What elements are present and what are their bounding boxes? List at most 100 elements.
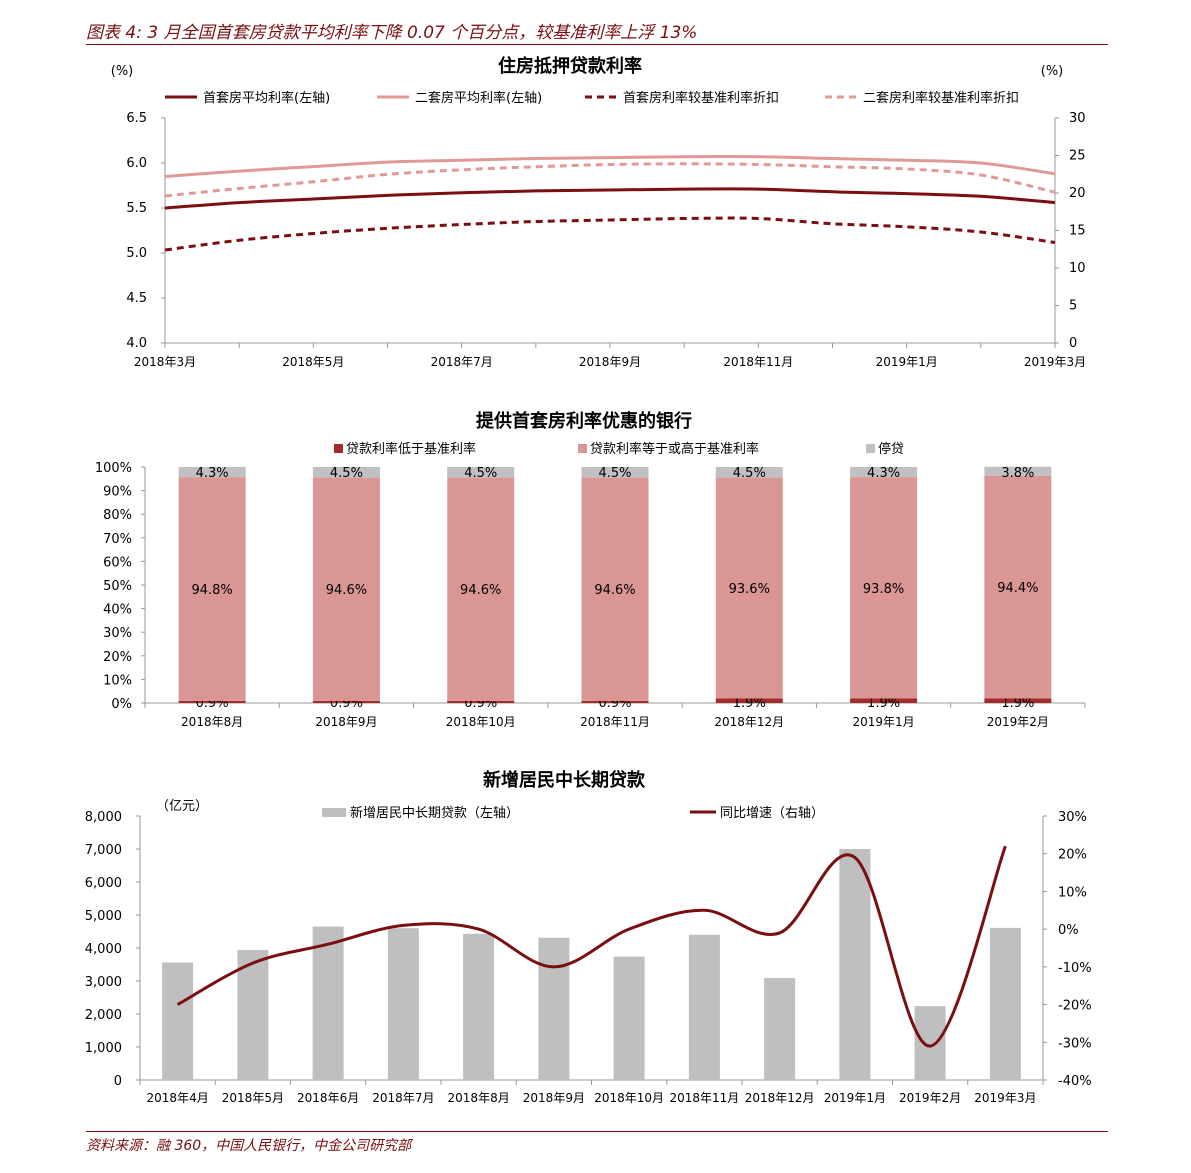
chart2-data-label: 94.6% <box>460 583 501 598</box>
chart1-x-tick-label: 2018年5月 <box>282 355 344 369</box>
chart2-legend-label: 停贷 <box>878 441 904 457</box>
chart2-data-label: 94.6% <box>594 583 635 598</box>
chart1-x-tick-label: 2018年7月 <box>431 355 493 369</box>
chart3-bar <box>237 949 269 1080</box>
chart2-bar-segment <box>850 698 918 703</box>
chart2-bar-segment <box>178 467 246 478</box>
chart2-bar-segment <box>984 466 1052 476</box>
chart3-legend-label-line: 同比增速（右轴） <box>720 806 824 821</box>
chart2-y-tick-label: 100% <box>95 461 132 476</box>
chart3-x-tick-label: 2018年8月 <box>448 1091 510 1105</box>
chart2-x-tick-label: 2019年2月 <box>987 715 1049 729</box>
chart2-legend-label: 贷款利率等于或高于基准利率 <box>590 441 759 457</box>
chart3-left-tick-label: 6,000 <box>85 876 122 891</box>
chart2-y-tick-label: 10% <box>103 673 132 688</box>
chart3-right-tick-label: -20% <box>1058 999 1092 1014</box>
chart2-legend-swatch <box>866 444 875 453</box>
chart2-x-tick-label: 2018年11月 <box>580 715 650 729</box>
chart2-bar-segment <box>581 700 649 703</box>
chart1-right-tick-label: 0 <box>1069 336 1077 351</box>
chart2-y-tick-label: 80% <box>103 508 132 523</box>
chart3-bar <box>162 962 194 1080</box>
chart3-x-tick-label: 2018年11月 <box>669 1091 739 1105</box>
mortgage-rate-chart: 住房抵押贷款利率 (%) (%) 首套房平均利率(左轴) 二套房平均利率(左轴) 首… <box>111 55 1086 369</box>
chart3-right-tick-label: -30% <box>1058 1036 1092 1051</box>
chart2-data-label: 4.3% <box>196 466 229 481</box>
chart2-data-label: 4.3% <box>867 466 900 481</box>
chart3-title: 新增居民中长期贷款 <box>483 769 646 791</box>
chart1-series <box>164 155 1056 252</box>
chart3-growth-line <box>176 845 1007 1048</box>
chart2-data-label: 4.5% <box>598 466 631 481</box>
chart2-y-tick-label: 90% <box>103 485 132 500</box>
chart2-y-tick-label: 60% <box>103 555 132 570</box>
chart3-left-unit: （亿元） <box>156 799 208 814</box>
chart2-bar-segment <box>850 477 918 699</box>
chart3-bar <box>613 956 645 1080</box>
chart3-right-tick-label: 20% <box>1058 848 1087 863</box>
chart2-bar-segment <box>312 477 380 701</box>
chart3-right-tick-label: -40% <box>1058 1074 1092 1089</box>
chart3-x-tick-label: 2018年5月 <box>222 1091 284 1105</box>
bank-discount-chart: 提供首套房利率优惠的银行 贷款利率低于基准利率 贷款利率等于或高于基准利率 停贷 1… <box>95 410 1086 729</box>
chart3-x-tick-label: 2019年3月 <box>974 1091 1036 1105</box>
chart2-bar-segment <box>581 477 649 701</box>
chart1-x-tick-label: 2019年3月 <box>1024 355 1086 369</box>
chart3-x-tick-label: 2018年10月 <box>594 1091 664 1105</box>
chart1-right-tick-label: 15 <box>1069 224 1086 239</box>
chart3-x-tick-label: 2018年7月 <box>372 1091 434 1105</box>
chart2-y-tick-label: 20% <box>103 650 132 665</box>
chart1-series-line-3 <box>164 216 1056 252</box>
chart3-bar <box>989 927 1021 1080</box>
chart2-bar-segment <box>312 467 380 478</box>
chart1-left-tick-label: 6.5 <box>126 111 147 126</box>
chart1-x-tick-label: 2018年11月 <box>723 355 793 369</box>
chart3-bar <box>538 937 570 1080</box>
chart3-bar <box>688 934 720 1080</box>
chart2-bar-segment <box>715 467 783 478</box>
chart3-left-tick-label: 0 <box>114 1074 122 1089</box>
chart2-data-label: 3.8% <box>1001 466 1034 481</box>
chart2-data-label: 1.9% <box>733 696 766 711</box>
chart3-bar <box>387 928 419 1080</box>
chart1-left-unit: (%) <box>111 64 134 79</box>
chart2-data-label: 1.9% <box>1001 696 1034 711</box>
chart1-x-tick-label: 2018年9月 <box>579 355 641 369</box>
chart2-data-label: 94.4% <box>997 581 1038 596</box>
chart1-right-tick-label: 30 <box>1069 111 1086 126</box>
chart1-x-tick-label: 2019年1月 <box>876 355 938 369</box>
chart1-x-tick-label: 2018年3月 <box>134 355 196 369</box>
chart2-y-tick-label: 50% <box>103 579 132 594</box>
source-note: 资料来源：融 360，中国人民银行，中金公司研究部 <box>86 1138 412 1154</box>
chart3-legend: 新增居民中长期贷款（左轴） 同比增速（右轴） <box>322 805 824 821</box>
chart1-right-tick-label: 20 <box>1069 186 1086 201</box>
chart2-data-label: 93.8% <box>863 582 904 597</box>
chart2-y-tick-label: 70% <box>103 532 132 547</box>
title-rule <box>86 44 1108 45</box>
chart3-left-tick-label: 3,000 <box>85 975 122 990</box>
chart3-x-tick-label: 2018年6月 <box>297 1091 359 1105</box>
chart1-left-tick-label: 6.0 <box>126 156 147 171</box>
chart1-legend-label: 首套房利率较基准利率折扣 <box>623 90 779 106</box>
chart2-bar-segment <box>984 698 1052 703</box>
chart1-title: 住房抵押贷款利率 <box>498 55 642 77</box>
chart2-y-tick-label: 0% <box>111 697 132 712</box>
chart2-bar-segment <box>312 700 380 703</box>
chart3-left-tick-label: 1,000 <box>85 1041 122 1056</box>
chart1-legend-label: 首套房平均利率(左轴) <box>203 90 330 106</box>
chart2-legend-label: 贷款利率低于基准利率 <box>346 441 476 457</box>
chart2-bar-segment <box>715 698 783 703</box>
chart3-legend-swatch-bar <box>322 808 346 817</box>
chart2-axes: 100% 90% 80% 70% 60% 50% 40% 30% 20% 10% 0% 2018年8月… <box>95 461 1086 729</box>
household-loan-chart: 新增居民中长期贷款 （亿元） 新增居民中长期贷款（左轴） 同比增速（右轴） 8,0… <box>85 769 1092 1105</box>
chart2-bars: 0.9%94.8%4.3%0.9%94.6%4.5%0.9%94.6%4.5%0… <box>178 466 1052 711</box>
chart1-right-tick-label: 5 <box>1069 299 1077 314</box>
chart3-right-tick-label: 0% <box>1058 923 1079 938</box>
chart3-line <box>176 845 1007 1048</box>
chart1-right-tick-label: 25 <box>1069 149 1086 164</box>
chart2-legend-swatch <box>578 444 587 453</box>
chart2-x-tick-label: 2018年12月 <box>714 715 784 729</box>
chart3-right-tick-label: 30% <box>1058 810 1087 825</box>
chart1-series-line-1 <box>164 187 1056 210</box>
chart1-series-line-4 <box>164 162 1056 198</box>
